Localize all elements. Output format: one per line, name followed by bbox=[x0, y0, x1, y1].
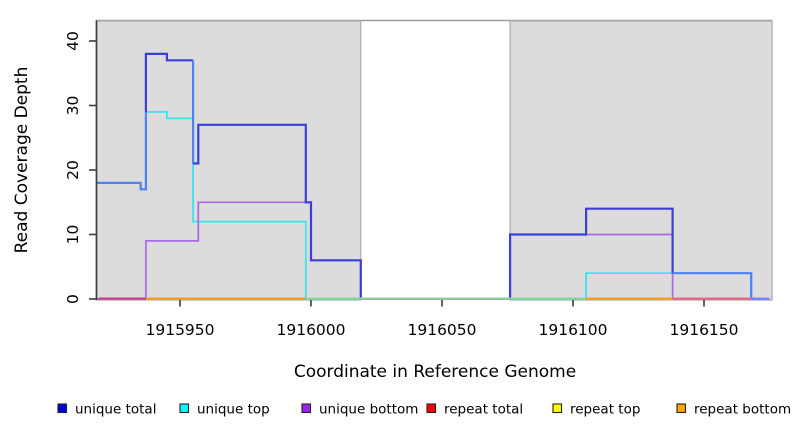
y-tick-label: 20 bbox=[64, 160, 82, 180]
legend-label-unique-bottom: unique bottom bbox=[319, 402, 418, 418]
y-tick-label: 40 bbox=[64, 31, 82, 51]
shaded-regions bbox=[95, 19, 773, 301]
legend-label-unique-top: unique top bbox=[197, 402, 270, 418]
legend-swatch-unique-top bbox=[179, 403, 190, 414]
y-tick-label: 0 bbox=[64, 294, 82, 304]
unique-total-line-overlap-left bbox=[96, 111, 147, 191]
legend-label-unique-total: unique total bbox=[75, 402, 156, 418]
y-tick-label: 30 bbox=[64, 96, 82, 116]
y-tick-label: 10 bbox=[64, 225, 82, 245]
shaded-region-1 bbox=[95, 20, 362, 301]
x-tick-label: 1916150 bbox=[669, 321, 738, 339]
x-tick-label: 1916000 bbox=[276, 321, 345, 339]
legend-label-repeat-top: repeat top bbox=[570, 402, 640, 418]
shaded-region-2 bbox=[509, 20, 773, 301]
y-axis-title: Read Coverage Depth bbox=[12, 67, 32, 254]
x-tick-label: 1916100 bbox=[538, 321, 607, 339]
legend-label-repeat-total: repeat total bbox=[444, 402, 523, 418]
legend-swatch-repeat-bottom bbox=[676, 403, 687, 414]
x-tick-label: 1915950 bbox=[145, 321, 214, 339]
axes: 0 10 20 30 40 1915950 1916000 1916050 1916100 191… bbox=[64, 20, 739, 339]
unique-total-line-mid bbox=[193, 123, 362, 299]
unique-total-line-right bbox=[509, 207, 674, 299]
legend: unique total unique top unique bottom repea… bbox=[57, 402, 791, 418]
legend-swatch-unique-total bbox=[57, 403, 68, 414]
legend-swatch-repeat-top bbox=[552, 403, 563, 414]
legend-label-repeat-bottom: repeat bottom bbox=[694, 402, 791, 418]
x-tick-label: 1916050 bbox=[407, 321, 476, 339]
legend-swatch-unique-bottom bbox=[301, 403, 312, 414]
legend-swatch-repeat-total bbox=[426, 403, 437, 414]
x-axis-title: Coordinate in Reference Genome bbox=[294, 362, 576, 382]
unique-total-line-peak bbox=[144, 52, 194, 112]
